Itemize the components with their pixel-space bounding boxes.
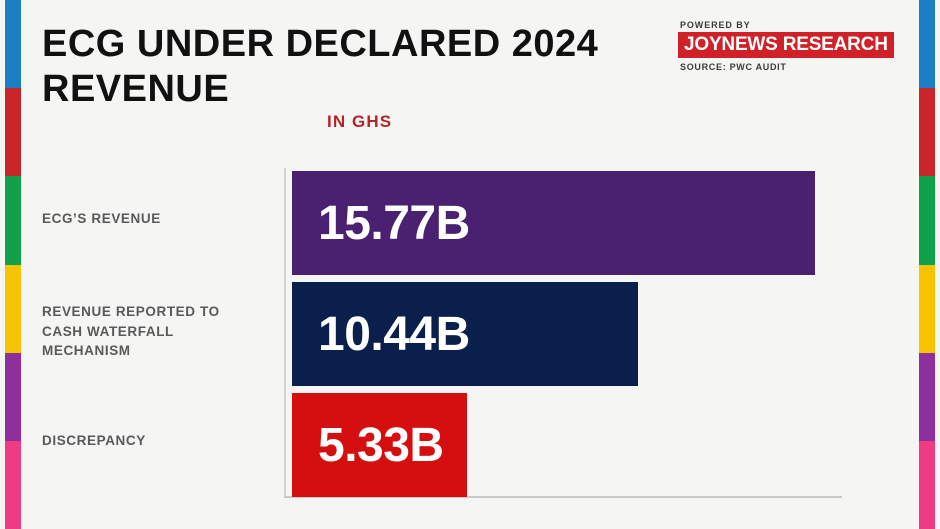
powered-by-label: POWERED BY	[680, 20, 751, 30]
color-band-green	[5, 176, 21, 265]
color-band-blue	[919, 0, 935, 89]
chart-row: DISCREPANCY	[42, 393, 842, 497]
color-band-green	[919, 176, 935, 265]
right-color-strip	[919, 0, 935, 529]
color-band-red	[919, 88, 935, 177]
color-band-yellow	[5, 264, 21, 353]
brand-logo-lockup: POWERED BY JOYNEWS RESEARCH SOURCE: PWC …	[678, 20, 894, 72]
left-color-strip	[5, 0, 21, 529]
category-label-line: REVENUE REPORTED TO	[42, 304, 220, 319]
color-band-pink	[5, 440, 21, 529]
bar-ecgs-revenue: 15.77B	[292, 171, 815, 275]
bar-value-label: 5.33B	[318, 418, 444, 472]
color-band-purple	[919, 352, 935, 441]
bar-revenue-reported-cwm: 10.44B	[292, 282, 638, 386]
category-label-line: DISCREPANCY	[42, 433, 146, 448]
chart-row: ECG’S REVENUE	[42, 171, 842, 275]
chart-units-label: IN GHS	[327, 112, 393, 131]
color-band-pink	[919, 440, 935, 529]
chart-row: REVENUE REPORTED TO CASH WATERFALL MECHA…	[42, 282, 842, 386]
chart-plot-area: 15.77B 10.44B 5.33B	[284, 168, 842, 498]
category-label-line: ECG’S REVENUE	[42, 211, 161, 226]
category-label-line: CASH WATERFALL	[42, 323, 174, 339]
category-label-discrepancy: DISCREPANCY	[42, 431, 270, 451]
bar-value-label: 15.77B	[318, 196, 470, 250]
color-band-blue	[5, 0, 21, 89]
logo-banner: JOYNEWS RESEARCH	[678, 32, 894, 58]
bar-discrepancy: 5.33B	[292, 393, 468, 497]
color-band-red	[5, 88, 21, 177]
bar-chart: ECG’S REVENUE REVENUE REPORTED TO CASH W…	[42, 168, 842, 498]
page-title: ECG UNDER DECLARED 2024 REVENUE	[42, 23, 599, 110]
category-label-ecgs-revenue: ECG’S REVENUE	[42, 209, 270, 229]
category-label-line: MECHANISM	[42, 343, 131, 359]
brand-name-label: JOYNEWS RESEARCH	[678, 32, 894, 58]
source-attribution-label: SOURCE: PWC AUDIT	[680, 62, 787, 72]
color-band-yellow	[919, 264, 935, 353]
bar-value-label: 10.44B	[318, 307, 470, 361]
color-band-purple	[5, 352, 21, 441]
category-label-revenue-reported-cwm: REVENUE REPORTED TO CASH WATERFALL MECHA…	[42, 302, 270, 361]
